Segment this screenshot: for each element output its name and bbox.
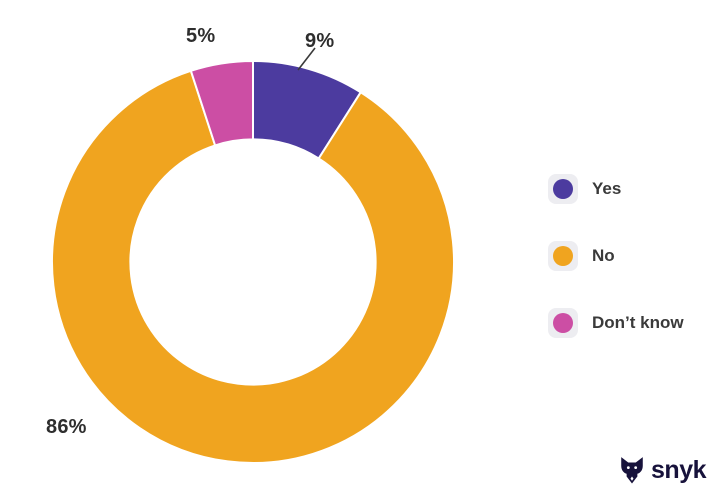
data-label-no: 86%: [46, 416, 87, 438]
legend-chip: [548, 241, 578, 271]
legend: Yes No Don’t know: [548, 174, 684, 338]
donut-slices: [51, 59, 455, 464]
snyk-wordmark: snyk: [651, 455, 706, 484]
snyk-logo: snyk: [619, 456, 706, 484]
donut-svg: [51, 47, 455, 464]
legend-chip: [548, 308, 578, 338]
legend-item-no: No: [548, 241, 684, 271]
legend-label: Yes: [592, 179, 622, 198]
snyk-dog-icon: [621, 457, 643, 484]
legend-swatch-dot: [553, 179, 573, 199]
legend-item-yes: Yes: [548, 174, 684, 204]
data-label-yes: 9%: [305, 30, 335, 52]
legend-chip: [548, 174, 578, 204]
legend-swatch-dot: [553, 246, 573, 266]
label-leader-line: [297, 47, 316, 71]
donut-slice-don-t-know: [189, 59, 254, 147]
legend-item-dont-know: Don’t know: [548, 308, 684, 338]
legend-label: Don’t know: [592, 313, 684, 332]
legend-label: No: [592, 246, 615, 265]
legend-swatch-dot: [553, 313, 573, 333]
donut-slice-no: [51, 69, 455, 464]
data-label-dont-know: 5%: [186, 25, 216, 47]
